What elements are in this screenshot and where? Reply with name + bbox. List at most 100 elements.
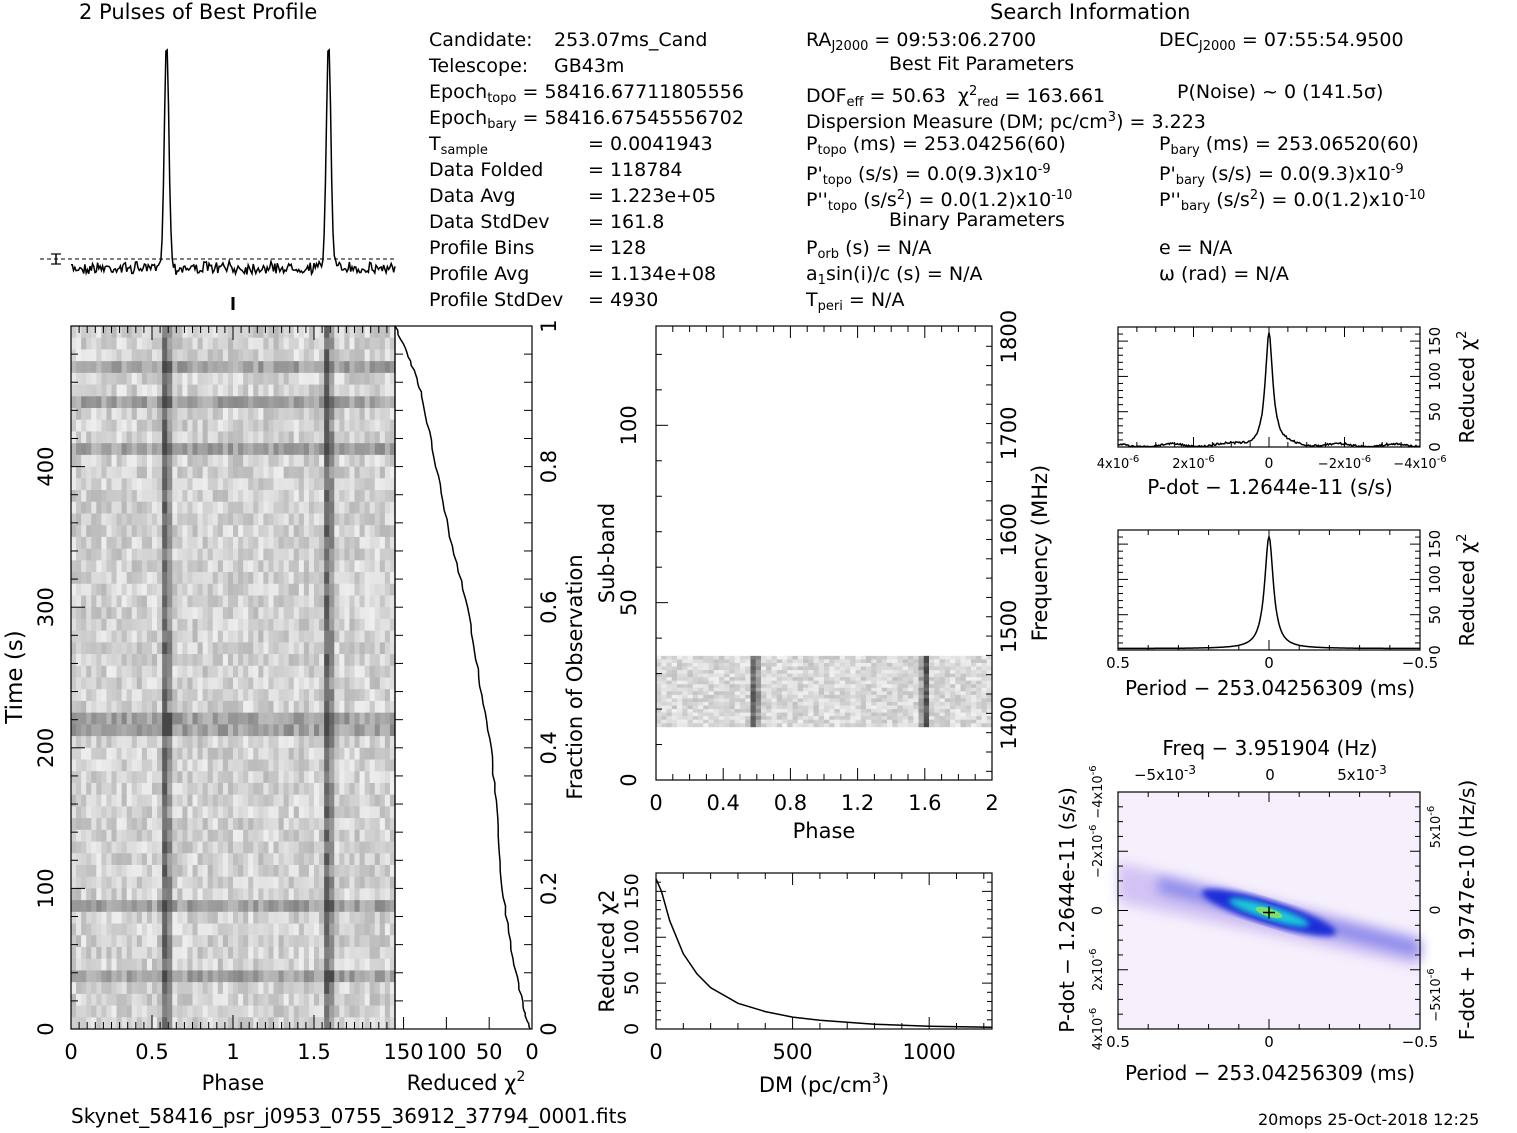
timephase-cell (384, 478, 391, 491)
timephase-cell (278, 829, 285, 842)
subband-cell (761, 694, 767, 699)
timephase-cell (339, 841, 345, 854)
timephase-cell (207, 665, 214, 678)
subband-cell (960, 662, 967, 667)
timephase-cell (288, 958, 295, 971)
timephase-cell (197, 911, 204, 924)
subband-cell (803, 684, 809, 689)
timephase-cell (177, 689, 183, 702)
subband-cell (986, 662, 993, 667)
timephase-cell (349, 841, 355, 854)
timephase-cell (253, 888, 259, 901)
timephase-cell (157, 349, 163, 362)
timephase-cell (303, 970, 310, 983)
timephase-cell (389, 419, 396, 432)
subband-cell (850, 698, 856, 703)
timephase-cell (192, 970, 198, 983)
timephase-cell (384, 853, 391, 866)
subband-cell (682, 684, 688, 689)
timephase-cell (389, 689, 396, 702)
timephase-cell (162, 478, 168, 491)
timephase-cell (278, 372, 285, 385)
timephase-cell (177, 478, 183, 491)
timephase-cell (81, 501, 87, 514)
timephase-cell (379, 689, 386, 702)
timephase-cell (207, 888, 214, 901)
timephase-cell (212, 490, 219, 503)
timephase-cell (364, 490, 371, 503)
subband-cell (803, 666, 809, 671)
timephase-cell (71, 782, 77, 796)
timephase-cell (227, 560, 234, 573)
timephase-cell (157, 642, 163, 655)
timephase-cell (273, 630, 279, 643)
subband-cell (808, 691, 814, 696)
subband-cell (666, 691, 673, 696)
timephase-cell (152, 349, 158, 362)
timephase-cell (187, 501, 193, 514)
timephase-cell (146, 536, 153, 550)
timephase-cell (76, 806, 82, 819)
timephase-cell (233, 654, 239, 667)
subband-cell (740, 670, 746, 674)
timephase-cell (268, 326, 274, 339)
timephase-cell (334, 642, 340, 655)
timephase-cell (172, 525, 178, 538)
timephase-cell (157, 583, 163, 596)
timephase-cell (136, 747, 143, 760)
timephase-cell (101, 829, 107, 842)
timephase-cell (162, 993, 168, 1006)
timephase-cell (339, 829, 345, 842)
timephase-cell (258, 384, 264, 397)
timephase-cell (298, 970, 305, 983)
timephase-cell (131, 689, 138, 702)
subband-cell (808, 673, 814, 678)
timephase-cell (374, 888, 381, 901)
timephase-cell (116, 759, 123, 772)
timephase-cell (182, 372, 188, 385)
timephase-cell (116, 747, 123, 760)
timephase-cell (86, 818, 92, 831)
subband-cell (824, 673, 830, 678)
timephase-cell (314, 782, 320, 796)
timephase-cell (319, 607, 325, 620)
timephase-cell (324, 958, 330, 971)
timephase-cell (354, 700, 360, 714)
timephase-cell (369, 946, 376, 960)
timephase-cell (101, 361, 107, 374)
timephase-cell (359, 724, 366, 737)
timephase-cell (248, 372, 254, 385)
timephase-cell (167, 736, 173, 749)
timephase-cell (76, 700, 82, 714)
timephase-cell (126, 326, 133, 339)
timephase-cell (359, 736, 366, 749)
timephase-cell (273, 501, 279, 514)
timephase-cell (344, 677, 350, 690)
timephase-cell (268, 630, 274, 643)
timephase-cell (258, 665, 264, 678)
timephase-cell (369, 923, 376, 936)
timephase-cell (222, 876, 229, 889)
timephase-cell (177, 513, 183, 526)
timephase-cell (136, 607, 143, 620)
timephase-cell (207, 501, 214, 514)
timephase-cell (334, 1005, 340, 1018)
subband-cell (855, 680, 862, 685)
timephase-cell (187, 935, 193, 948)
timephase-cell (278, 560, 285, 573)
timephase-cell (187, 888, 193, 901)
timephase-cell (308, 876, 315, 889)
subband-cell (803, 698, 809, 703)
timephase-cell (298, 794, 305, 807)
subband-cell (703, 698, 709, 703)
timephase-cell (167, 677, 173, 690)
timephase-cell (273, 337, 279, 350)
timephase-cell (167, 454, 173, 467)
subband-cell (661, 677, 667, 682)
timephase-cell (131, 759, 138, 772)
timephase-cell (349, 1005, 355, 1018)
timephase-cell (71, 361, 77, 374)
timephase-cell (207, 829, 214, 842)
timephase-cell (334, 853, 340, 866)
timephase-cell (197, 443, 204, 456)
